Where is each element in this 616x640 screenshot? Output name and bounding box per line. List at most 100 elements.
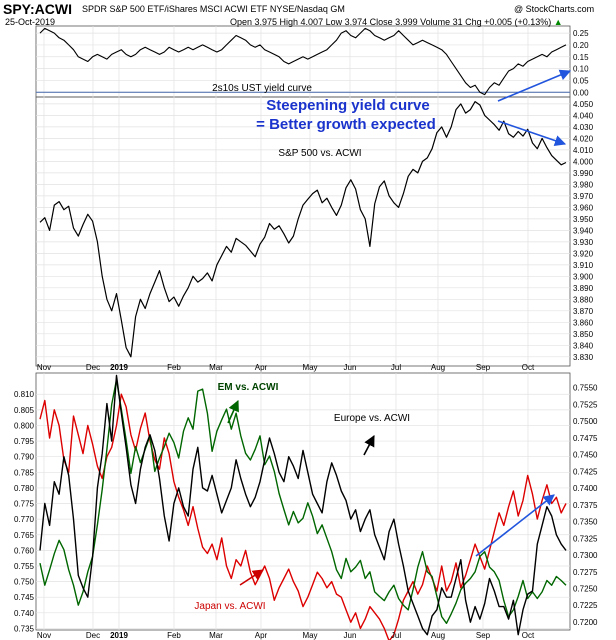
yield-curve-line — [39, 27, 567, 96]
ratio-axis-tick-label: 4.010 — [573, 146, 594, 155]
left-axis-tick-label: 0.770 — [14, 515, 35, 524]
right-axis-tick-label: 0.7400 — [573, 484, 598, 493]
yield-curve-label: 2s10s UST yield curve — [212, 83, 312, 94]
chart-date: 25-Oct-2019 — [5, 17, 56, 27]
x-axis-month-label: Jun — [344, 631, 357, 640]
left-axis-tick-label: 0.775 — [14, 500, 35, 509]
x-axis-month-label: Oct — [522, 363, 535, 372]
left-axis-tick-label: 0.810 — [14, 390, 35, 399]
ratio-axis-tick-label: 3.900 — [573, 272, 594, 281]
quote-values: Open 3.975 High 4.007 Low 3.974 Close 3.… — [230, 17, 552, 27]
right-axis-tick-label: 0.7300 — [573, 551, 598, 560]
yield-axis-tick-label: 0.20 — [573, 41, 589, 50]
x-axis-month-label: Apr — [255, 363, 268, 372]
yield-axis-tick-label: 0.05 — [573, 76, 589, 85]
right-axis-tick-label: 0.7325 — [573, 534, 598, 543]
chart-description: SPDR S&P 500 ETF/iShares MSCI ACWI ETF N… — [82, 4, 345, 14]
x-axis-month-label: Mar — [209, 631, 223, 640]
em-arrow — [227, 399, 239, 424]
x-axis-month-label: May — [302, 631, 317, 640]
japan-vs-acwi-label: Japan vs. ACWI — [194, 601, 265, 612]
x-axis-month-label: Feb — [167, 363, 181, 372]
japan-arrow — [239, 569, 264, 586]
ratio-axis-tick-label: 3.970 — [573, 192, 594, 201]
left-axis-tick-label: 0.795 — [14, 437, 35, 446]
right-axis-tick-label: 0.7425 — [573, 467, 598, 476]
x-axis-month-label: Aug — [431, 631, 445, 640]
spy-acwi-panel-frame — [35, 96, 571, 367]
regional-panel-frame — [35, 372, 571, 631]
right-axis-tick-label: 0.7500 — [573, 417, 598, 426]
left-axis-tick-label: 0.805 — [14, 406, 35, 415]
ratio-axis-tick-label: 3.930 — [573, 238, 594, 247]
left-axis-tick-label: 0.750 — [14, 578, 35, 587]
em-trend-arrow — [475, 494, 555, 557]
yield-axis-tick-label: 0.00 — [573, 88, 589, 97]
x-axis-month-label: Nov — [37, 363, 51, 372]
europe-arrow — [363, 435, 375, 456]
left-axis-tick-label: 0.780 — [14, 484, 35, 493]
steepening-annotation: Steepening yield curve — [266, 97, 429, 114]
x-axis-month-label: Mar — [209, 363, 223, 372]
x-axis-month-label: Dec — [86, 631, 100, 640]
ratio-axis-tick-label: 3.980 — [573, 180, 594, 189]
em-vs-acwi-label: EM vs. ACWI — [218, 382, 279, 393]
x-axis-month-label: Feb — [167, 631, 181, 640]
right-axis-tick-label: 0.7275 — [573, 568, 598, 577]
left-axis-tick-label: 0.800 — [14, 421, 35, 430]
copyright-label: @ StockCharts.com — [514, 4, 595, 14]
x-axis-month-label: Sep — [476, 631, 491, 640]
ratio-axis-tick-label: 3.890 — [573, 284, 594, 293]
ratio-axis-tick-label: 3.840 — [573, 341, 594, 350]
em-vs-acwi-line — [39, 379, 567, 624]
x-axis-month-label: 2019 — [110, 631, 128, 640]
steepening-arrow — [497, 69, 572, 102]
sp500-vs-acwi-label: S&P 500 vs. ACWI — [278, 148, 361, 159]
left-axis-tick-label: 0.755 — [14, 562, 35, 571]
ratio-axis-tick-label: 3.910 — [573, 261, 594, 270]
x-axis-month-label: May — [302, 363, 317, 372]
x-axis-month-label: Jul — [391, 631, 401, 640]
x-axis-month-label: Sep — [476, 363, 491, 372]
growth-annotation: = Better growth expected — [256, 116, 436, 133]
x-axis-month-label: Jun — [344, 363, 357, 372]
right-axis-tick-label: 0.7250 — [573, 585, 598, 594]
right-axis-tick-label: 0.7200 — [573, 618, 598, 627]
quote-line: Open 3.975 High 4.007 Low 3.974 Close 3.… — [230, 17, 563, 27]
left-axis-tick-label: 0.785 — [14, 468, 35, 477]
japan-vs-acwi-line — [39, 393, 567, 640]
x-axis-month-label: Nov — [37, 631, 51, 640]
x-axis-month-label: Aug — [431, 363, 445, 372]
yield-axis-tick-label: 0.25 — [573, 29, 589, 38]
right-axis-tick-label: 0.7475 — [573, 434, 598, 443]
europe-vs-acwi-label: Europe vs. ACWI — [334, 413, 410, 424]
x-axis-month-label: Jul — [391, 363, 401, 372]
right-axis-tick-label: 0.7350 — [573, 518, 598, 527]
ratio-axis-tick-label: 3.850 — [573, 330, 594, 339]
left-axis-tick-label: 0.790 — [14, 453, 35, 462]
yield-axis-tick-label: 0.10 — [573, 65, 589, 74]
left-axis-tick-label: 0.740 — [14, 609, 35, 618]
x-axis-month-label: Apr — [255, 631, 268, 640]
right-axis-tick-label: 0.7450 — [573, 451, 598, 460]
x-axis-month-label: Oct — [522, 631, 535, 640]
right-axis-tick-label: 0.7525 — [573, 400, 598, 409]
right-axis-tick-label: 0.7375 — [573, 501, 598, 510]
ratio-axis-tick-label: 4.040 — [573, 111, 594, 120]
ratio-axis-tick-label: 4.000 — [573, 157, 594, 166]
ratio-axis-tick-label: 3.860 — [573, 318, 594, 327]
right-axis-tick-label: 0.7225 — [573, 601, 598, 610]
ratio-axis-tick-label: 3.880 — [573, 295, 594, 304]
right-axis-tick-label: 0.7550 — [573, 384, 598, 393]
ratio-axis-tick-label: 3.830 — [573, 353, 594, 362]
yield-axis-tick-label: 0.15 — [573, 53, 589, 62]
spy-acwi-line — [39, 100, 567, 358]
ratio-axis-tick-label: 3.940 — [573, 226, 594, 235]
europe-vs-acwi-line — [39, 374, 567, 636]
ratio-axis-tick-label: 4.050 — [573, 100, 594, 109]
ratio-axis-tick-label: 3.990 — [573, 169, 594, 178]
left-axis-tick-label: 0.760 — [14, 546, 35, 555]
ratio-axis-tick-label: 4.020 — [573, 134, 594, 143]
left-axis-tick-label: 0.745 — [14, 593, 35, 602]
